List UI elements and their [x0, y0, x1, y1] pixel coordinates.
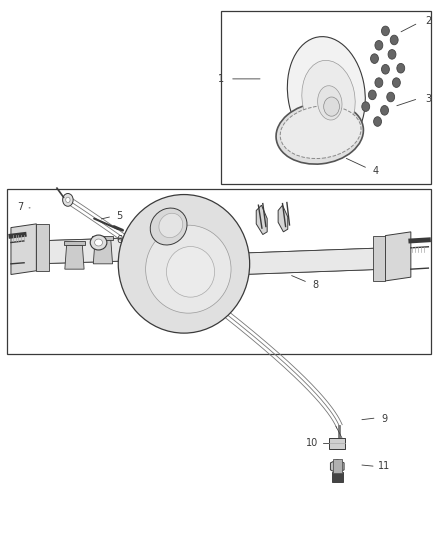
Polygon shape [385, 232, 411, 281]
Circle shape [388, 50, 396, 59]
Text: 5: 5 [117, 211, 123, 221]
Polygon shape [256, 205, 267, 235]
Circle shape [381, 26, 389, 36]
Bar [7, 189, 431, 354]
Bar [36, 224, 49, 271]
Text: 4: 4 [373, 166, 379, 175]
Text: 1: 1 [218, 74, 224, 84]
Polygon shape [278, 205, 288, 232]
Ellipse shape [302, 60, 355, 137]
Bar [373, 236, 385, 281]
Bar [332, 472, 343, 482]
Polygon shape [11, 224, 36, 274]
Polygon shape [93, 240, 113, 264]
Circle shape [375, 78, 383, 87]
Circle shape [381, 106, 389, 115]
Circle shape [381, 64, 389, 74]
Ellipse shape [145, 225, 231, 313]
Ellipse shape [276, 102, 364, 164]
Ellipse shape [159, 213, 183, 238]
Circle shape [375, 41, 383, 50]
Polygon shape [241, 248, 385, 274]
Polygon shape [92, 236, 113, 240]
Circle shape [374, 117, 381, 126]
Polygon shape [330, 459, 344, 473]
Circle shape [392, 78, 400, 87]
Polygon shape [64, 241, 85, 245]
Ellipse shape [90, 235, 107, 250]
Circle shape [362, 102, 370, 111]
Circle shape [390, 35, 398, 45]
Polygon shape [35, 237, 153, 264]
Circle shape [368, 90, 376, 100]
Text: 6: 6 [117, 235, 123, 245]
Ellipse shape [118, 195, 250, 333]
Ellipse shape [318, 86, 342, 120]
Text: 11: 11 [378, 462, 391, 471]
Circle shape [371, 54, 378, 63]
Circle shape [387, 92, 395, 102]
Ellipse shape [280, 106, 361, 158]
Circle shape [324, 97, 339, 116]
Circle shape [397, 63, 405, 73]
Bar [333, 459, 342, 473]
Ellipse shape [150, 208, 187, 245]
Text: 3: 3 [425, 94, 431, 103]
Ellipse shape [95, 239, 102, 246]
Bar [329, 438, 345, 449]
Circle shape [63, 193, 73, 206]
Bar [221, 11, 431, 184]
Polygon shape [65, 245, 84, 269]
Circle shape [66, 197, 70, 203]
Ellipse shape [166, 246, 215, 297]
Text: 7: 7 [18, 202, 24, 212]
Text: 9: 9 [381, 414, 388, 424]
Text: 10: 10 [306, 439, 318, 448]
Text: 8: 8 [312, 280, 318, 289]
Text: 2: 2 [425, 17, 431, 26]
Ellipse shape [287, 37, 365, 150]
